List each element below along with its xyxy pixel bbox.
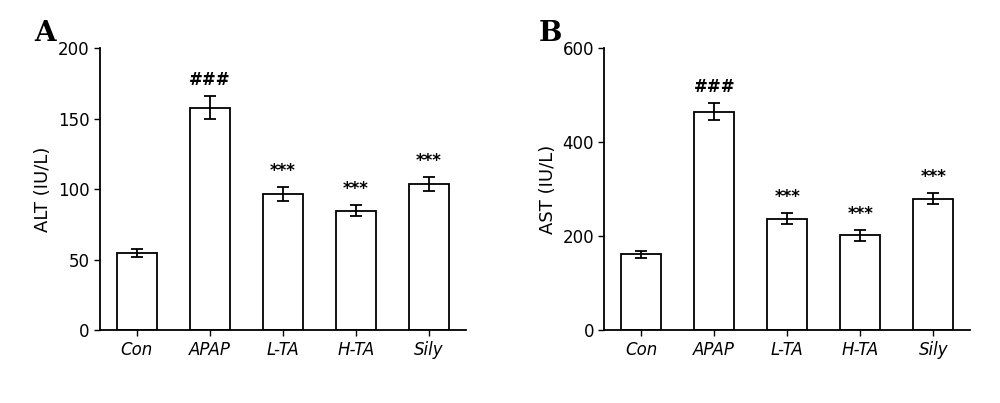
Text: ***: *** <box>343 180 369 198</box>
Text: ***: *** <box>774 188 800 206</box>
Bar <box>694 112 734 330</box>
Y-axis label: AST (IU/L): AST (IU/L) <box>539 145 557 234</box>
Y-axis label: ALT (IU/L): ALT (IU/L) <box>34 147 52 232</box>
Bar <box>767 218 807 330</box>
Text: ***: *** <box>416 152 442 170</box>
Text: ###: ### <box>693 78 735 96</box>
Text: ***: *** <box>847 205 873 223</box>
Text: ***: *** <box>920 168 946 186</box>
Text: A: A <box>34 20 56 47</box>
Text: ###: ### <box>189 71 231 89</box>
Bar <box>336 210 376 330</box>
Bar <box>190 108 230 330</box>
Text: ***: *** <box>270 162 296 180</box>
Bar <box>263 193 303 330</box>
Bar <box>621 254 661 330</box>
Text: B: B <box>539 20 562 47</box>
Bar <box>117 253 157 330</box>
Bar <box>913 199 953 330</box>
Bar <box>840 235 880 330</box>
Bar <box>409 184 449 330</box>
